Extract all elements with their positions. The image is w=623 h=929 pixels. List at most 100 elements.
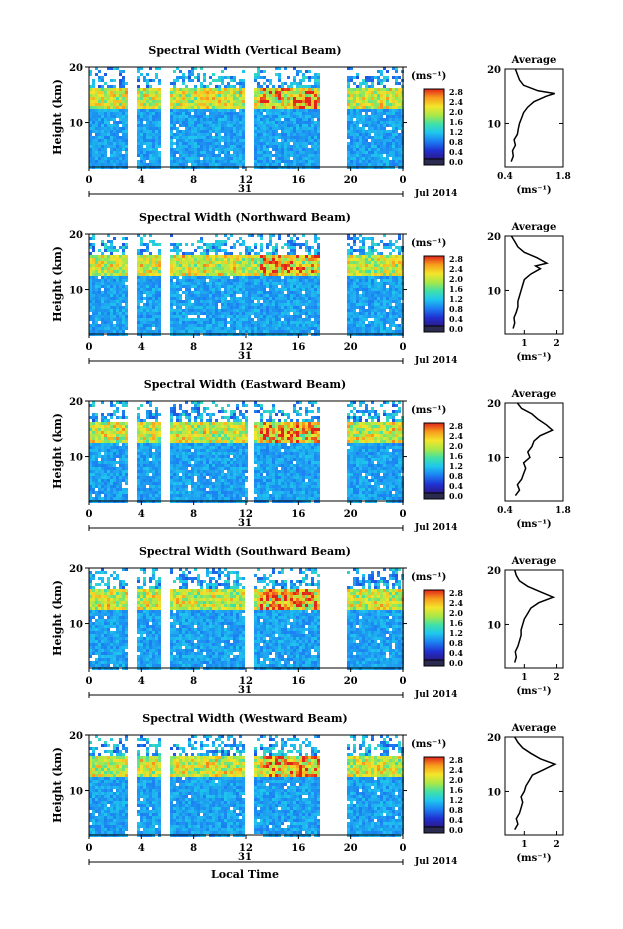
heatmap-cell [311,136,314,139]
heatmap-cell [296,133,299,136]
heatmap-cell [278,264,281,267]
heatmap-cell [215,112,218,115]
heatmap-cell [110,285,113,288]
heatmap-cell [143,276,146,279]
heatmap-cell [152,118,155,121]
heatmap-cell [317,330,320,333]
heatmap-cell [107,306,110,309]
heatmap-cell [314,327,317,330]
heatmap-cell [398,94,401,97]
heatmap-cell [392,103,395,106]
heatmap-cell [359,94,362,97]
heatmap-cell [101,300,104,303]
heatmap-cell [188,309,191,312]
x-tick-label: 0 [400,175,407,186]
heatmap-cell [137,97,140,100]
heatmap-cell [173,82,176,85]
heatmap-cell [104,127,107,130]
heatmap-cell [182,121,185,124]
heatmap-cell [299,88,302,91]
heatmap-cell [296,88,299,91]
heatmap-cell [314,88,317,91]
heatmap-cell [221,267,224,270]
heatmap-cell [200,237,203,240]
heatmap-cell [125,127,128,130]
heatmap-cell [281,291,284,294]
heatmap-cell [254,73,257,76]
heatmap-cell [362,163,365,166]
heatmap-cell [350,258,353,261]
heatmap-cell [173,294,176,297]
heatmap-cell [170,100,173,103]
heatmap-cell [314,270,317,273]
heatmap-cell [116,112,119,115]
heatmap-cell [245,255,248,258]
heatmap-cell [257,142,260,145]
heatmap-cell [284,255,287,258]
heatmap-cell [368,109,371,112]
heatmap-cell [104,279,107,282]
heatmap-cell [257,100,260,103]
heatmap-cell [350,303,353,306]
heatmap-cell [365,124,368,127]
heatmap-cell [275,118,278,121]
heatmap-cell [176,88,179,91]
heatmap-cell [392,148,395,151]
heatmap-cell [179,145,182,148]
heatmap-cell [302,139,305,142]
heatmap-cell [170,97,173,100]
heatmap-cell [158,112,161,115]
heatmap-cell [299,130,302,133]
heatmap-cell [266,318,269,321]
heatmap-cell [269,94,272,97]
heatmap-cell [200,324,203,327]
heatmap-cell [293,282,296,285]
heatmap-cell [191,291,194,294]
heatmap-cell [389,124,392,127]
heatmap-cell [377,70,380,73]
heatmap-cell [275,306,278,309]
heatmap-cell [353,82,356,85]
heatmap-cell [140,255,143,258]
heatmap-cell [299,327,302,330]
heatmap-cell [152,127,155,130]
heatmap-cell [227,315,230,318]
heatmap-cell [116,249,119,252]
heatmap-cell [197,276,200,279]
heatmap-cell [242,285,245,288]
heatmap-cell [311,285,314,288]
heatmap-cell [146,118,149,121]
heatmap-cell [191,124,194,127]
heatmap-cell [146,139,149,142]
heatmap-cell [113,79,116,82]
heatmap-cell [254,124,257,127]
heatmap-cell [110,130,113,133]
heatmap-cell [122,243,125,246]
heatmap-cell [374,327,377,330]
heatmap-cell [371,285,374,288]
heatmap-cell [236,282,239,285]
heatmap-cell [230,148,233,151]
heatmap-cell [188,324,191,327]
heatmap-cell [221,76,224,79]
heatmap-cell [272,121,275,124]
heatmap-cell [95,315,98,318]
heatmap-cell [107,249,110,252]
heatmap-cell [305,243,308,246]
heatmap-cell [371,264,374,267]
heatmap-cell [383,151,386,154]
heatmap-cell [149,306,152,309]
heatmap-cell [260,288,263,291]
heatmap-cell [266,139,269,142]
heatmap-cell [251,306,254,309]
heatmap-cell [251,330,254,333]
heatmap-cell [113,312,116,315]
heatmap-cell [374,94,377,97]
heatmap-cell [152,157,155,160]
heatmap-cell [290,82,293,85]
heatmap-cell [143,243,146,246]
heatmap-cell [221,276,224,279]
heatmap-cell [194,163,197,166]
heatmap-cell [173,258,176,261]
heatmap-cell [116,130,119,133]
